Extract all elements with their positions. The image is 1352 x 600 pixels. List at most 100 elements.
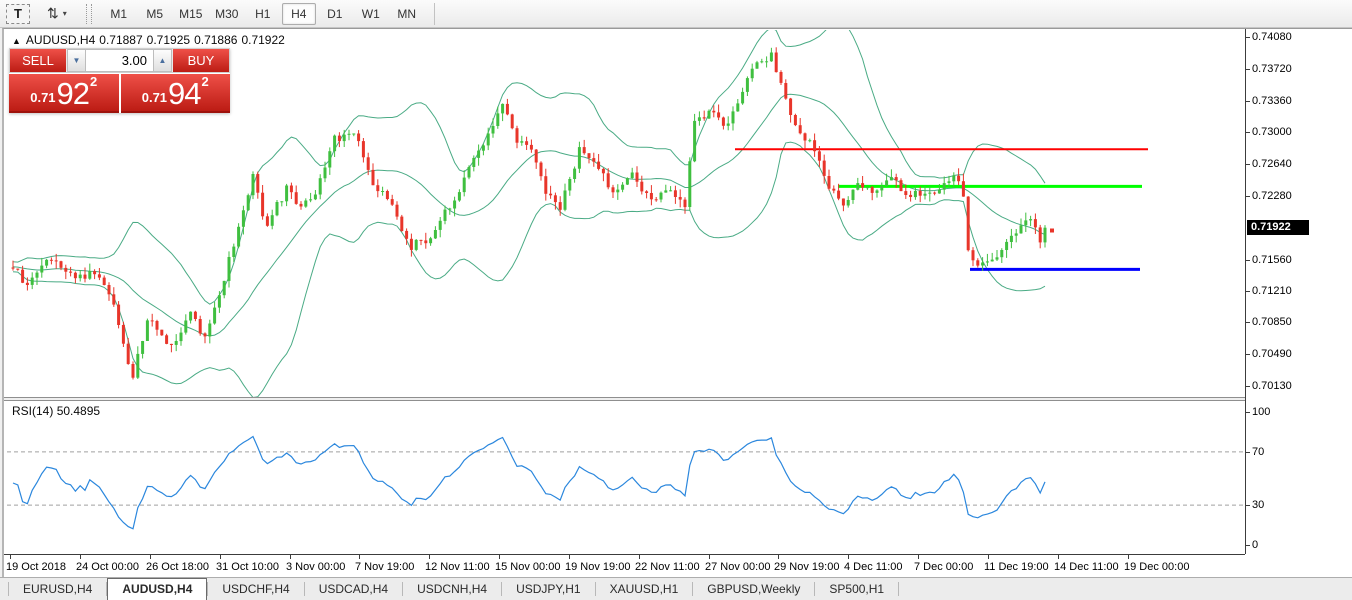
current-price-badge: 0.71922 [1247,220,1309,236]
time-axis-tick [290,555,291,559]
timeframe-button-m5[interactable]: M5 [146,6,164,21]
price-axis-tick: 0.73000 [1246,126,1292,139]
chart-tab-bar: EURUSD,H4 AUDUSD,H4 USDCHF,H4 USDCAD,H4 USDC… [0,577,1352,600]
chart-tab-usdcnh[interactable]: USDCNH,H4 [417,582,488,596]
ohlc-open: 0.71887 [99,33,143,47]
rsi-axis-tick: 30 [1245,499,1265,512]
price-axis[interactable]: 0.74080 0.73720 0.73360 0.73000 0.72640 0.722… [1245,29,1352,554]
rsi-indicator-chart[interactable] [7,401,1245,554]
time-axis-tick [848,555,849,559]
trade-panel-quotes: 0.71 92 2 0.71 94 2 [9,74,230,113]
chart-tab-usdcad[interactable]: USDCAD,H4 [318,582,389,596]
chart-tab-gbpusd[interactable]: GBPUSD,Weekly [707,582,801,596]
tab-separator [303,582,305,596]
time-axis-label: 11 Dec 19:00 [984,561,1049,573]
rsi-line [12,435,1046,530]
ohlc-high: 0.71925 [146,33,191,47]
time-axis-label: 12 Nov 11:00 [425,561,490,573]
time-axis-tick [569,555,570,559]
text-tool-icon: T [14,6,22,21]
timeframe-button-m30[interactable]: M30 [215,6,239,21]
chart-tab-audusd[interactable]: AUDUSD,H4 [107,578,208,600]
chart-tab-usdchf[interactable]: USDCHF,H4 [222,582,290,596]
tab-separator [814,582,816,596]
time-axis-label: 29 Nov 19:00 [774,561,840,573]
volume-increase-button[interactable]: ▲ [153,49,172,72]
tab-separator [692,582,694,596]
buy-price-sup: 2 [201,74,209,89]
time-axis-label: 7 Nov 19:00 [355,561,415,573]
timeframe-group: M1 M5 M15 M30 H1 H4 D1 W1 MN [102,2,426,25]
time-axis-label: 19 Nov 19:00 [565,561,631,573]
time-axis-tick [220,555,221,559]
ohlc-low: 0.71886 [194,33,238,47]
volume-decrease-button[interactable]: ▼ [67,49,86,72]
chart-title: ▲ AUDUSD,H4 0.71887 0.71925 0.71886 0.71922 [12,33,289,47]
last-price-marker [1050,228,1054,233]
buy-quote-button[interactable]: 0.71 94 2 [120,74,230,113]
time-axis-tick [359,555,360,559]
tab-separator [8,582,9,596]
chart-tab-sp500[interactable]: SP500,H1 [829,582,885,596]
chart-window: ▲ AUDUSD,H4 0.71887 0.71925 0.71886 0.71922 S… [2,28,1352,578]
timeframe-button-m1[interactable]: M1 [110,6,128,21]
one-click-trading-panel: SELL ▼ 3.00 ▲ BUY 0.71 92 2 0.71 94 2 [9,48,230,113]
pane-splitter[interactable] [4,397,1352,401]
candles-group [11,47,1047,380]
volume-input[interactable]: 3.00 [86,49,153,72]
time-axis-label: 27 Nov 00:00 [705,561,771,573]
chart-tab-xauusd[interactable]: XAUUSD,H1 [609,582,679,596]
time-axis-label: 7 Dec 00:00 [914,561,974,573]
time-axis-tick [918,555,919,559]
main-price-chart[interactable] [7,30,1245,397]
price-axis-tick: 0.70130 [1246,380,1292,393]
timeframe-button-d1[interactable]: D1 [327,6,343,21]
trade-panel-controls: SELL ▼ 3.00 ▲ BUY [9,48,230,73]
chart-tab-eurusd[interactable]: EURUSD,H4 [23,582,93,596]
price-axis-tick: 0.73720 [1246,62,1292,75]
timeframe-button-m15[interactable]: M15 [179,6,203,21]
toolbar-grip[interactable] [85,3,92,24]
timeframe-button-h4[interactable]: H4 [281,2,316,25]
arrows-icon: ⇅ [47,5,59,21]
time-axis-label: 19 Dec 00:00 [1124,561,1190,573]
time-axis-tick [1128,555,1129,559]
time-axis-label: 4 Dec 11:00 [844,561,903,573]
ohlc-close: 0.71922 [241,33,285,47]
chart-tab-usdjpy[interactable]: USDJPY,H1 [516,582,581,596]
price-axis-tick: 0.73360 [1246,94,1292,107]
toolbar-separator [433,2,435,25]
time-axis-label: 26 Oct 18:00 [146,561,209,573]
tab-separator [106,582,108,596]
timeframe-button-h1[interactable]: H1 [255,6,271,21]
timeframe-button-w1[interactable]: W1 [361,6,380,21]
time-axis[interactable]: 19 Oct 2018 24 Oct 00:00 26 Oct 18:00 31 Oc… [4,555,1352,578]
rsi-label: RSI(14) 50.4895 [12,404,100,418]
time-axis-tick [988,555,989,559]
timeframe-button-mn[interactable]: MN [397,6,417,21]
buy-price-prefix: 0.71 [141,90,168,105]
bollinger-lower-line [12,141,1046,397]
time-axis-tick [709,555,710,559]
sell-quote-button[interactable]: 0.71 92 2 [9,74,119,113]
symbol-marker-icon: ▲ [12,36,21,46]
tab-separator [898,582,900,596]
buy-button[interactable]: BUY [172,49,229,72]
sell-button[interactable]: SELL [10,49,67,72]
price-axis-tick: 0.71210 [1246,284,1292,297]
rsi-value: 50.4895 [56,404,101,418]
text-tool-button[interactable]: T [6,3,30,24]
time-axis-label: 14 Dec 11:00 [1054,561,1119,573]
tab-separator [501,582,503,596]
rsi-axis-tick: 0 [1245,539,1259,551]
time-axis-tick [150,555,151,559]
time-axis-label: 31 Oct 10:00 [216,561,279,573]
chevron-down-icon: ▾ [62,9,67,18]
time-axis-label: 22 Nov 11:00 [635,561,700,573]
time-axis-label: 3 Nov 00:00 [286,561,346,573]
bollinger-middle-line [12,93,1046,337]
price-axis-tick: 0.74080 [1246,31,1292,43]
time-axis-tick [639,555,640,559]
time-axis-label: 19 Oct 2018 [6,561,66,573]
arrows-dropdown-button[interactable]: ⇅ ▾ [44,3,70,25]
